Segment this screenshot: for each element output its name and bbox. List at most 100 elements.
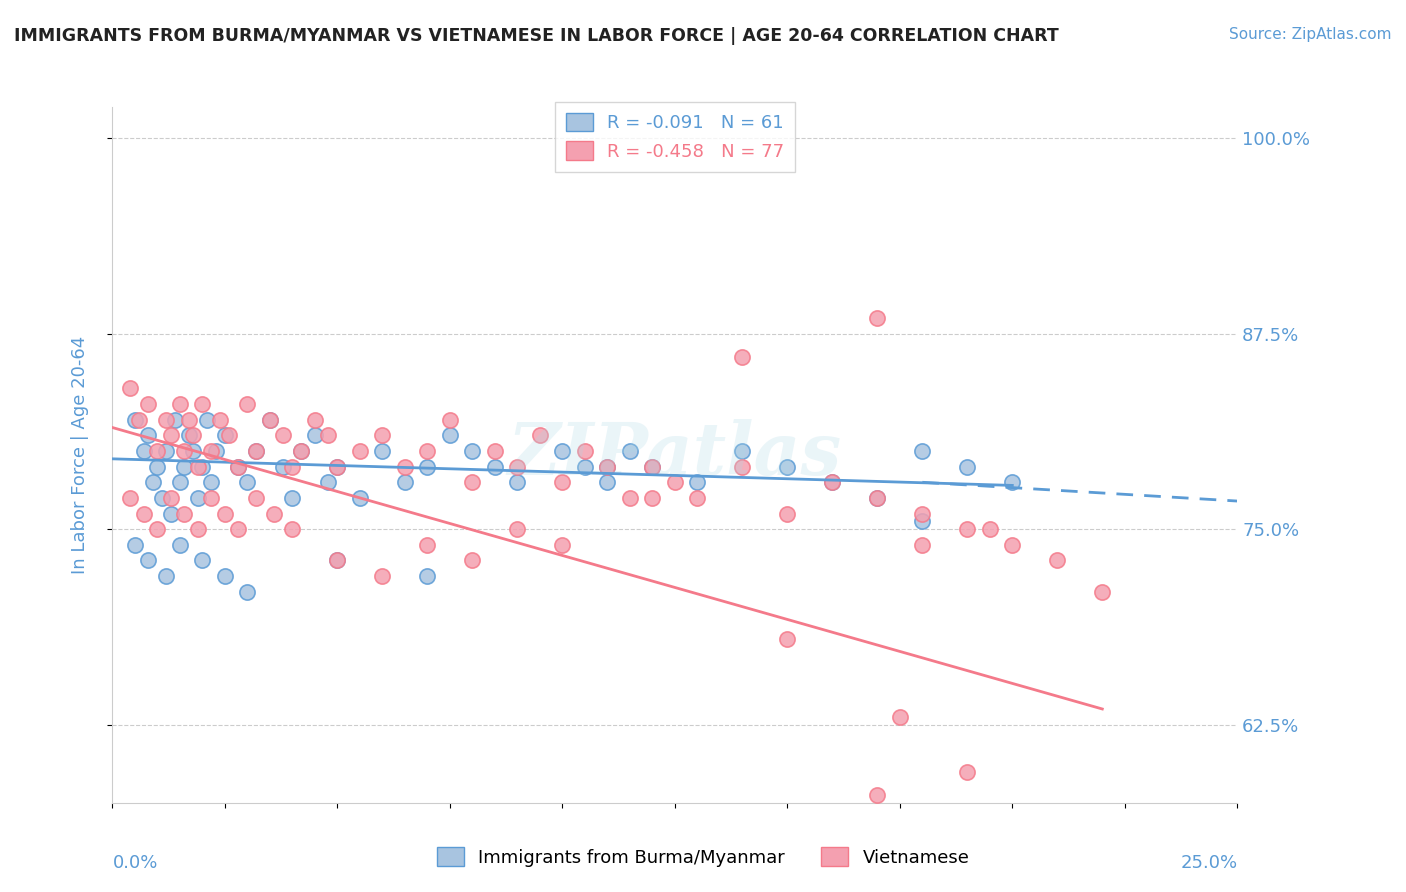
Point xyxy=(146,444,169,458)
Point xyxy=(371,428,394,442)
Point xyxy=(686,491,709,505)
Point xyxy=(776,507,799,521)
Point xyxy=(218,428,240,442)
Point xyxy=(911,538,934,552)
Point xyxy=(177,428,200,442)
Point xyxy=(731,459,754,474)
Point xyxy=(574,444,596,458)
Point xyxy=(214,507,236,521)
Point xyxy=(120,382,142,396)
Point xyxy=(596,459,619,474)
Point xyxy=(205,444,228,458)
Point xyxy=(150,491,173,505)
Point xyxy=(776,459,799,474)
Point xyxy=(506,459,529,474)
Point xyxy=(326,459,349,474)
Point xyxy=(664,475,686,490)
Point xyxy=(326,553,349,567)
Point xyxy=(619,444,641,458)
Point xyxy=(911,514,934,528)
Point xyxy=(160,491,183,505)
Point xyxy=(371,569,394,583)
Point xyxy=(236,584,259,599)
Point xyxy=(821,475,844,490)
Point xyxy=(326,459,349,474)
Point xyxy=(191,397,214,411)
Point xyxy=(214,428,236,442)
Point xyxy=(911,507,934,521)
Point xyxy=(304,428,326,442)
Point xyxy=(506,475,529,490)
Point xyxy=(349,491,371,505)
Point xyxy=(574,459,596,474)
Point xyxy=(619,491,641,505)
Text: 0.0%: 0.0% xyxy=(112,855,157,872)
Point xyxy=(177,413,200,427)
Point xyxy=(173,459,195,474)
Point xyxy=(956,522,979,536)
Point xyxy=(183,428,205,442)
Point xyxy=(439,428,461,442)
Point xyxy=(138,397,160,411)
Point xyxy=(394,459,416,474)
Point xyxy=(273,428,295,442)
Point xyxy=(461,444,484,458)
Point xyxy=(124,538,146,552)
Point xyxy=(956,459,979,474)
Point xyxy=(551,475,574,490)
Point xyxy=(911,444,934,458)
Point xyxy=(641,459,664,474)
Point xyxy=(731,350,754,364)
Text: Source: ZipAtlas.com: Source: ZipAtlas.com xyxy=(1229,27,1392,42)
Point xyxy=(200,491,222,505)
Point xyxy=(214,569,236,583)
Point xyxy=(209,413,232,427)
Point xyxy=(183,444,205,458)
Point xyxy=(318,428,340,442)
Point xyxy=(1001,475,1024,490)
Point xyxy=(1046,553,1069,567)
Point xyxy=(146,459,169,474)
Legend: Immigrants from Burma/Myanmar, Vietnamese: Immigrants from Burma/Myanmar, Vietnames… xyxy=(429,840,977,874)
Point xyxy=(228,459,250,474)
Point xyxy=(551,444,574,458)
Point xyxy=(290,444,312,458)
Point xyxy=(169,475,191,490)
Point xyxy=(686,475,709,490)
Point xyxy=(120,491,142,505)
Point xyxy=(529,428,551,442)
Text: ZIPatlas: ZIPatlas xyxy=(508,419,842,491)
Point xyxy=(245,444,267,458)
Point xyxy=(160,428,183,442)
Point xyxy=(273,459,295,474)
Point xyxy=(484,459,506,474)
Point xyxy=(195,413,218,427)
Point xyxy=(394,475,416,490)
Point xyxy=(416,459,439,474)
Point xyxy=(484,444,506,458)
Point xyxy=(821,475,844,490)
Text: 25.0%: 25.0% xyxy=(1180,855,1237,872)
Point xyxy=(142,475,165,490)
Point xyxy=(1001,538,1024,552)
Point xyxy=(304,413,326,427)
Point xyxy=(371,444,394,458)
Point xyxy=(128,413,150,427)
Point xyxy=(889,710,911,724)
Point xyxy=(160,507,183,521)
Point xyxy=(124,413,146,427)
Point xyxy=(596,475,619,490)
Point xyxy=(228,459,250,474)
Point xyxy=(236,397,259,411)
Point xyxy=(731,444,754,458)
Point xyxy=(146,522,169,536)
Point xyxy=(155,413,177,427)
Point xyxy=(169,397,191,411)
Point xyxy=(259,413,281,427)
Text: IMMIGRANTS FROM BURMA/MYANMAR VS VIETNAMESE IN LABOR FORCE | AGE 20-64 CORRELATI: IMMIGRANTS FROM BURMA/MYANMAR VS VIETNAM… xyxy=(14,27,1059,45)
Point xyxy=(1091,584,1114,599)
Point xyxy=(866,311,889,326)
Point xyxy=(866,491,889,505)
Point xyxy=(326,553,349,567)
Point xyxy=(596,459,619,474)
